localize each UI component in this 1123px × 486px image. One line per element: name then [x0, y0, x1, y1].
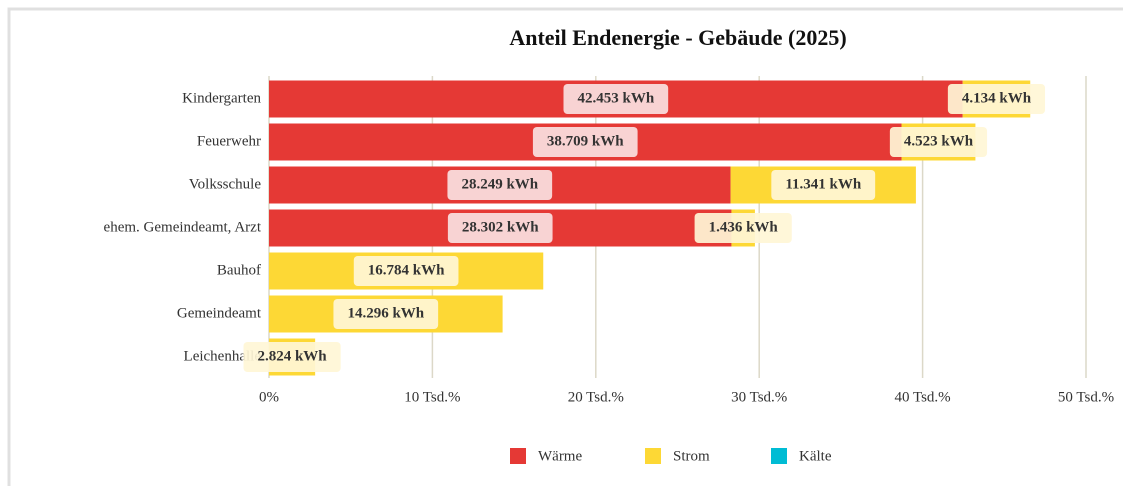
value-label: 11.341 kWh: [785, 176, 862, 192]
legend-label: Strom: [673, 448, 710, 464]
value-label-bg: [353, 256, 459, 286]
y-tick-label: Gemeindeamt: [177, 305, 262, 321]
x-tick-label: 10 Tsd.%: [404, 389, 460, 405]
value-label: 14.296 kWh: [347, 305, 424, 321]
value-label: 28.249 kWh: [461, 176, 538, 192]
value-label: 1.436 kWh: [709, 219, 779, 235]
legend-swatch: [510, 448, 526, 464]
value-label: 28.302 kWh: [462, 219, 539, 235]
value-label: 42.453 kWh: [577, 90, 654, 106]
value-label: 4.523 kWh: [904, 133, 974, 149]
y-tick-label: Volksschule: [189, 176, 262, 192]
y-tick-label: Kindergarten: [182, 90, 261, 106]
value-label-bg: [889, 127, 988, 157]
x-tick-label: 0%: [259, 389, 279, 405]
y-tick-label: Feuerwehr: [197, 133, 261, 149]
legend-label: Kälte: [799, 448, 832, 464]
y-tick-label: Leichenhalle: [184, 348, 262, 364]
value-label: 4.134 kWh: [962, 90, 1032, 106]
value-label-bg: [694, 213, 792, 243]
legend-swatch: [645, 448, 661, 464]
value-label: 38.709 kWh: [547, 133, 624, 149]
value-label-bg: [771, 170, 876, 200]
value-label: 2.824 kWh: [257, 348, 327, 364]
value-label-bg: [447, 213, 553, 243]
value-label-bg: [333, 299, 439, 329]
x-tick-label: 30 Tsd.%: [731, 389, 787, 405]
chart-title: Anteil Endenergie - Gebäude (2025): [509, 25, 846, 50]
legend-swatch: [771, 448, 787, 464]
y-tick-label: Bauhof: [217, 262, 261, 278]
value-label-bg: [447, 170, 553, 200]
legend-label: Wärme: [538, 448, 582, 464]
frame: [7, 7, 1123, 486]
x-tick-label: 50 Tsd.%: [1058, 389, 1114, 405]
x-tick-label: 20 Tsd.%: [568, 389, 624, 405]
x-tick-label: 40 Tsd.%: [895, 389, 951, 405]
value-label-bg: [563, 84, 669, 114]
value-label-bg: [532, 127, 638, 157]
y-tick-label: ehem. Gemeindeamt, Arzt: [104, 219, 262, 235]
value-label-bg: [243, 342, 341, 372]
value-label: 16.784 kWh: [368, 262, 445, 278]
value-label-bg: [947, 84, 1046, 114]
